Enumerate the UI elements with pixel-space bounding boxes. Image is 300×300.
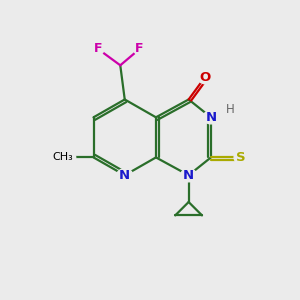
Ellipse shape [234, 151, 247, 164]
Ellipse shape [224, 104, 236, 115]
Text: N: N [119, 169, 130, 182]
Ellipse shape [117, 169, 133, 182]
Text: F: F [135, 42, 144, 56]
Ellipse shape [92, 43, 104, 55]
Text: H: H [226, 103, 235, 116]
Text: S: S [236, 151, 245, 164]
Ellipse shape [198, 70, 212, 84]
Text: O: O [200, 71, 211, 84]
Ellipse shape [134, 43, 146, 55]
Text: N: N [183, 169, 194, 182]
Text: N: N [206, 111, 217, 124]
Text: F: F [94, 42, 102, 56]
Ellipse shape [181, 169, 197, 182]
Ellipse shape [203, 111, 219, 124]
Ellipse shape [49, 151, 76, 164]
Text: CH₃: CH₃ [52, 152, 73, 162]
